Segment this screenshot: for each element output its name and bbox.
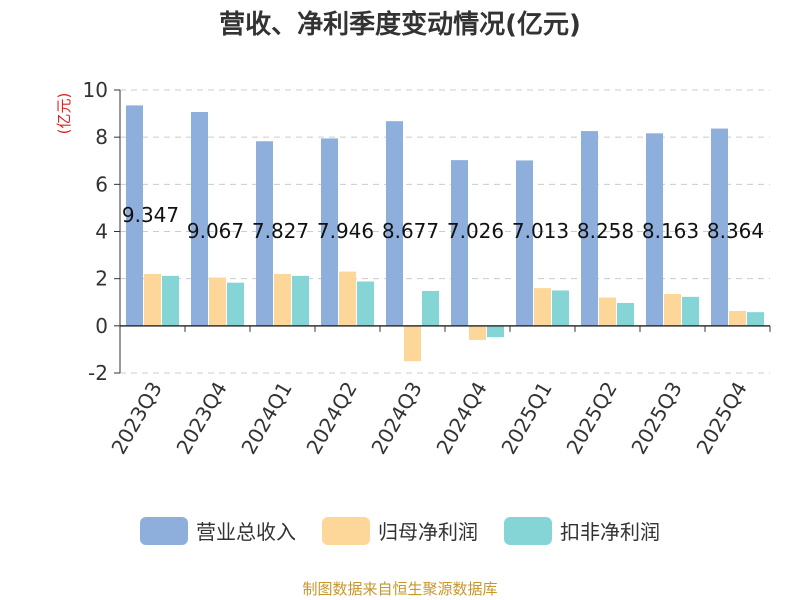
y-tick-label: -2	[88, 361, 108, 385]
y-tick-label: 10	[83, 78, 108, 102]
bar-net-profit	[469, 325, 486, 340]
chart-title: 营收、净利季度变动情况(亿元)	[219, 10, 581, 40]
bar-net-profit	[209, 277, 226, 326]
bar-net-profit	[534, 288, 551, 326]
bar-revenue	[711, 128, 728, 326]
data-label: 8.677	[382, 219, 439, 243]
bar-net-profit	[404, 325, 421, 362]
bar-net-profit	[274, 273, 291, 326]
x-tick-label: 2024Q1	[236, 378, 296, 459]
bar-net-profit	[729, 310, 746, 326]
bar-deducted-profit	[422, 290, 439, 326]
bar-net-profit	[339, 271, 356, 326]
x-tick-label: 2025Q1	[496, 378, 556, 459]
bar-deducted-profit	[747, 312, 764, 326]
data-label: 8.258	[577, 219, 634, 243]
legend: 营业总收入 归母净利润 扣非净利润	[0, 516, 800, 545]
data-label: 8.163	[642, 219, 699, 243]
source-note: 制图数据来自恒生聚源数据库	[302, 580, 498, 598]
bar-deducted-profit	[357, 281, 374, 326]
legend-item-net-profit[interactable]: 归母净利润	[322, 516, 478, 545]
bar-net-profit	[664, 293, 681, 326]
data-label: 7.946	[317, 219, 374, 243]
bar-revenue	[386, 121, 403, 326]
bar-revenue	[581, 131, 598, 326]
x-tick-label: 2023Q3	[106, 378, 166, 459]
bar-net-profit	[599, 297, 616, 326]
x-tick-label: 2024Q3	[366, 378, 426, 459]
bar-deducted-profit	[162, 275, 179, 326]
x-tick-label: 2024Q2	[301, 378, 361, 459]
data-label: 7.013	[512, 219, 569, 243]
x-tick-label: 2025Q3	[626, 378, 686, 459]
bar-deducted-profit	[682, 296, 699, 326]
y-tick-label: 4	[95, 220, 108, 244]
bar-revenue	[451, 160, 468, 326]
bar-deducted-profit	[487, 325, 504, 338]
bar-revenue	[126, 105, 143, 326]
legend-item-deducted-profit[interactable]: 扣非净利润	[504, 516, 660, 545]
data-label: 7.026	[447, 219, 504, 243]
y-tick-label: 0	[95, 314, 108, 338]
legend-swatch-revenue	[140, 516, 188, 545]
x-tick-label: 2024Q4	[431, 378, 491, 459]
bar-net-profit	[144, 273, 161, 326]
bar-deducted-profit	[552, 290, 569, 326]
y-tick-label: 8	[95, 125, 108, 149]
y-tick-label: 6	[95, 172, 108, 196]
y-tick-label: 2	[95, 267, 108, 291]
bar-revenue	[516, 160, 533, 326]
data-label: 9.067	[187, 219, 244, 243]
bar-revenue	[321, 138, 338, 326]
bar-revenue	[646, 133, 663, 326]
legend-swatch-deducted-profit	[504, 516, 552, 545]
data-label: 8.364	[707, 219, 764, 243]
data-label: 7.827	[252, 219, 309, 243]
y-axis-title: (亿元)	[55, 93, 73, 135]
data-label: 9.347	[122, 203, 179, 227]
x-tick-label: 2025Q4	[691, 378, 751, 459]
legend-label-net-profit: 归母净利润	[378, 520, 478, 544]
bar-deducted-profit	[227, 282, 244, 326]
bar-deducted-profit	[617, 302, 634, 326]
legend-item-revenue[interactable]: 营业总收入	[140, 516, 296, 545]
bar-deducted-profit	[292, 275, 309, 326]
bar-revenue	[256, 141, 273, 326]
legend-label-revenue: 营业总收入	[196, 520, 296, 544]
legend-swatch-net-profit	[322, 516, 370, 545]
x-tick-label: 2025Q2	[561, 378, 621, 459]
legend-label-deducted-profit: 扣非净利润	[560, 520, 660, 544]
bar-revenue	[191, 112, 208, 326]
x-tick-label: 2023Q4	[171, 378, 231, 459]
